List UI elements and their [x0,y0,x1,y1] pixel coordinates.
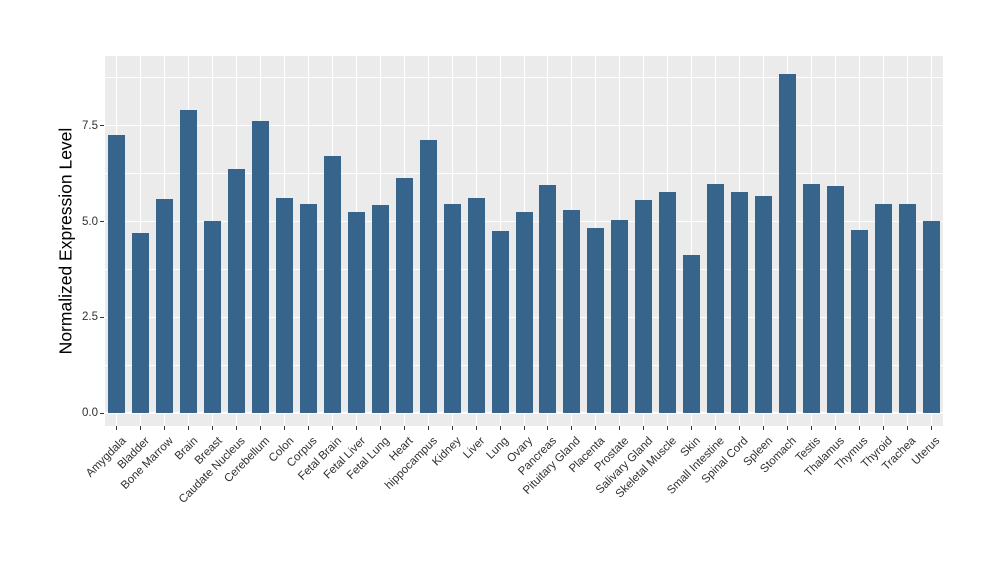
y-tick-label: 7.5 [82,119,98,132]
bar-uterus [922,221,940,413]
bar-amygdala [108,135,126,413]
bar-fetal-lung [371,204,389,413]
x-tick [475,426,477,430]
x-tick [643,426,645,430]
bar-hippocampus [419,139,437,413]
x-tick [882,426,884,430]
bar-spleen [754,196,772,413]
x-tick [212,426,214,430]
bar-brain [180,110,198,413]
bar-prostate [611,220,629,413]
bar-trachea [898,204,916,413]
x-tick [619,426,621,430]
plot-panel [105,56,943,426]
x-tick [331,426,333,430]
bar-liver [467,198,485,413]
bar-breast [204,221,222,413]
bar-corpus [300,204,317,413]
bar-bladder [132,233,150,413]
y-tick [100,125,104,127]
x-tick [810,426,812,430]
x-tick [786,426,788,430]
bar-small-intestine [707,184,725,413]
bar-thyroid [874,204,892,413]
bar-testis [802,184,820,413]
x-tick [427,426,429,430]
bar-heart [395,178,413,413]
bar-fetal-brain [323,156,341,413]
y-tick-label: 2.5 [82,311,98,324]
x-tick [667,426,669,430]
x-tick [140,426,142,430]
x-tick [834,426,836,430]
bar-pituitary-gland [563,210,581,413]
x-tick [906,426,908,430]
bar-stomach [778,74,796,413]
x-tick [691,426,693,430]
bar-placenta [587,228,605,413]
bar-caudate-nucleus [228,169,246,413]
bar-lung [491,231,509,413]
bar-skin [683,255,701,413]
y-tick [100,412,104,414]
x-tick [762,426,764,430]
y-tick [100,316,104,318]
y-tick-label: 0.0 [82,407,98,419]
x-tick-label-liver: Liver [461,435,488,462]
bar-pancreas [539,185,557,413]
bar-ovary [515,211,533,413]
x-tick [595,426,597,430]
x-tick [403,426,405,430]
x-tick [547,426,549,430]
bar-cerebellum [252,121,270,413]
y-tick [100,221,104,222]
x-tick [236,426,238,430]
x-tick [355,426,357,430]
x-tick [164,426,166,430]
bar-fetal-liver [347,212,365,413]
x-tick [308,426,309,430]
bar-salivary-gland [635,200,653,413]
x-tick [930,426,932,430]
x-tick [499,426,501,430]
category-gridline [691,56,693,426]
bar-colon [276,197,294,413]
x-tick [116,426,118,430]
x-tick [715,426,717,430]
bar-bone-marrow [156,199,174,413]
x-tick [571,426,573,430]
x-tick [738,426,740,430]
x-tick [284,426,286,430]
x-tick [858,426,860,430]
bar-thymus [850,229,868,413]
bar-thalamus [826,186,844,413]
x-tick [379,426,381,430]
bar-skeletal-muscle [659,191,677,413]
x-tick [188,426,190,430]
bar-spinal-cord [730,192,748,413]
bar-kidney [443,203,461,413]
x-tick [523,426,525,430]
x-tick [260,426,262,430]
y-tick-label: 5.0 [82,215,98,228]
x-tick [451,426,453,430]
